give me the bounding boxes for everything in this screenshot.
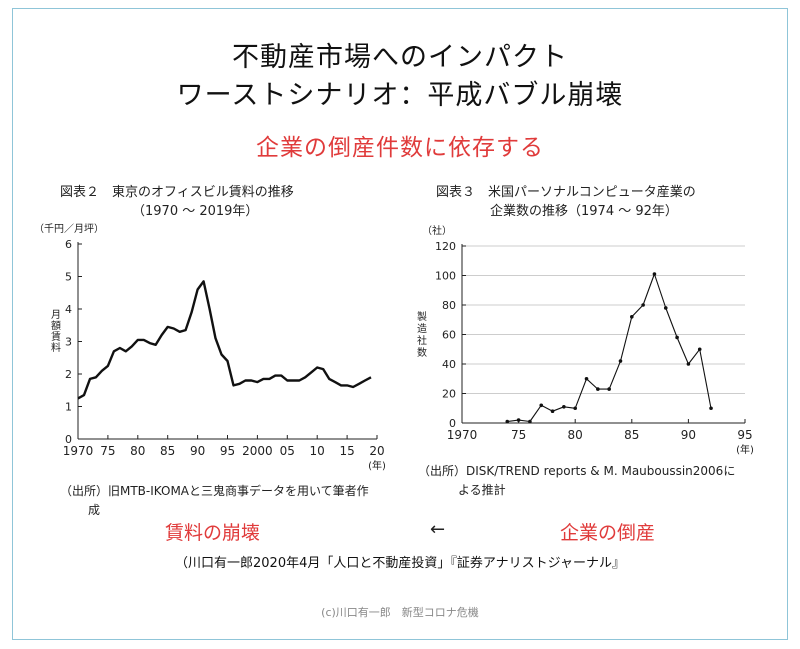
corporate-bankruptcy-label: 企業の倒産 bbox=[560, 522, 656, 544]
y-tick-label: 0 bbox=[65, 433, 72, 446]
y-tick-label: 1 bbox=[65, 401, 72, 414]
left-chart-source: （出所）旧MTB-IKOMAと三鬼商事データを用いて筆者作 成 bbox=[60, 482, 369, 520]
data-point bbox=[663, 306, 668, 310]
right-chart-source: （出所）DISK/TREND reports & M. Mauboussin20… bbox=[418, 462, 735, 500]
rent-collapse-label: 賃料の崩壊 bbox=[165, 522, 261, 544]
left-chart-caption-line2: （1970 〜 2019年） bbox=[132, 204, 259, 219]
series-line bbox=[77, 280, 372, 400]
x-tick-label: 75 bbox=[100, 444, 115, 458]
data-point bbox=[630, 315, 634, 319]
left-chart-caption: 図表２ 東京のオフィスビル賃料の推移 （1970 〜 2019年） bbox=[60, 183, 294, 221]
data-point bbox=[618, 359, 623, 363]
y-tick-label: 20 bbox=[442, 388, 456, 401]
y-axis-title: 料 bbox=[51, 341, 61, 354]
y-tick-label: 0 bbox=[449, 417, 456, 430]
data-point bbox=[516, 418, 521, 422]
data-point bbox=[596, 387, 600, 391]
y-axis-title: 数 bbox=[417, 346, 427, 359]
slide-frame bbox=[12, 8, 788, 640]
x-tick-label: 90 bbox=[681, 428, 696, 442]
slide-subtitle: 企業の倒産件数に依存する bbox=[256, 135, 544, 161]
x-tick-label: 1970 bbox=[63, 444, 94, 458]
data-point bbox=[505, 419, 510, 424]
x-tick-label: 90 bbox=[190, 444, 205, 458]
data-point bbox=[528, 419, 532, 424]
left-arrow-icon: ← bbox=[430, 519, 446, 540]
x-tick-label: 80 bbox=[568, 428, 583, 442]
y-axis-title: 月 bbox=[51, 309, 61, 321]
citation: （川口有一郎2020年4月「人口と不動産投資」『証券アナリストジャーナル』 bbox=[175, 556, 625, 571]
x-axis-unit: (年) bbox=[368, 459, 386, 472]
data-point bbox=[709, 406, 713, 411]
data-point bbox=[573, 406, 577, 411]
x-tick-label: 15 bbox=[339, 444, 354, 458]
y-tick-label: 120 bbox=[435, 240, 456, 253]
y-tick-label: 60 bbox=[442, 329, 456, 342]
x-tick-label: 1970 bbox=[447, 428, 478, 442]
data-point bbox=[562, 404, 566, 409]
left-source-line1: （出所）旧MTB-IKOMAと三鬼商事データを用いて筆者作 bbox=[60, 484, 369, 498]
y-axis-title: 額 bbox=[51, 319, 61, 332]
y-tick-label: 2 bbox=[65, 368, 72, 381]
y-tick-label: 80 bbox=[442, 299, 456, 312]
right-source-line1: （出所）DISK/TREND reports & M. Mauboussin20… bbox=[418, 464, 736, 478]
x-tick-label: 95 bbox=[737, 428, 752, 442]
data-point bbox=[550, 409, 555, 413]
y-axis-unit: （社） bbox=[422, 224, 452, 237]
left-source-line2: 成 bbox=[88, 503, 101, 517]
data-point bbox=[697, 347, 702, 352]
x-axis-unit: (年) bbox=[736, 443, 754, 456]
data-point bbox=[652, 272, 657, 276]
x-tick-label: 85 bbox=[624, 428, 639, 442]
right-chart-caption-line1: 図表３ 米国パーソナルコンピュータ産業の bbox=[436, 185, 696, 200]
slide-title-line2: ワーストシナリオ：平成バブル崩壊 bbox=[176, 80, 624, 111]
x-tick-label: 05 bbox=[280, 444, 295, 458]
right-chart-caption: 図表３ 米国パーソナルコンピュータ産業の 企業数の推移（1974 〜 92年） bbox=[436, 183, 696, 221]
data-point bbox=[675, 335, 679, 340]
y-tick-label: 3 bbox=[65, 336, 72, 349]
slide-title-line1: 不動産市場へのインパクト bbox=[232, 42, 568, 73]
x-tick-label: 80 bbox=[130, 444, 145, 458]
y-tick-label: 4 bbox=[65, 303, 72, 316]
right-chart-caption-line2: 企業数の推移（1974 〜 92年） bbox=[490, 204, 678, 219]
y-axis-title: 製 bbox=[417, 310, 427, 323]
x-tick-label: 95 bbox=[220, 444, 235, 458]
x-tick-label: 20 bbox=[369, 444, 384, 458]
y-tick-label: 6 bbox=[65, 238, 72, 251]
x-tick-label: 10 bbox=[310, 444, 325, 458]
left-chart-caption-line1: 図表２ 東京のオフィスビル賃料の推移 bbox=[60, 185, 294, 200]
data-point bbox=[607, 387, 611, 391]
footer-copyright: (c)川口有一郎 新型コロナ危機 bbox=[321, 606, 479, 619]
x-tick-label: 75 bbox=[511, 428, 526, 442]
series-line bbox=[507, 273, 712, 423]
data-point bbox=[686, 362, 691, 366]
data-point bbox=[539, 403, 544, 408]
data-point bbox=[641, 303, 645, 307]
x-tick-label: 2000 bbox=[242, 444, 273, 458]
x-tick-label: 85 bbox=[160, 444, 175, 458]
y-tick-label: 5 bbox=[65, 271, 72, 284]
data-point bbox=[584, 376, 589, 381]
y-axis-unit: （千円／月坪） bbox=[34, 222, 104, 235]
right-source-line2: よる推計 bbox=[458, 483, 506, 497]
y-tick-label: 40 bbox=[442, 358, 456, 371]
y-tick-label: 100 bbox=[435, 270, 456, 283]
y-axis-title: 賃 bbox=[51, 330, 61, 343]
y-axis-title: 造 bbox=[417, 322, 427, 335]
y-axis-title: 社 bbox=[417, 334, 427, 347]
